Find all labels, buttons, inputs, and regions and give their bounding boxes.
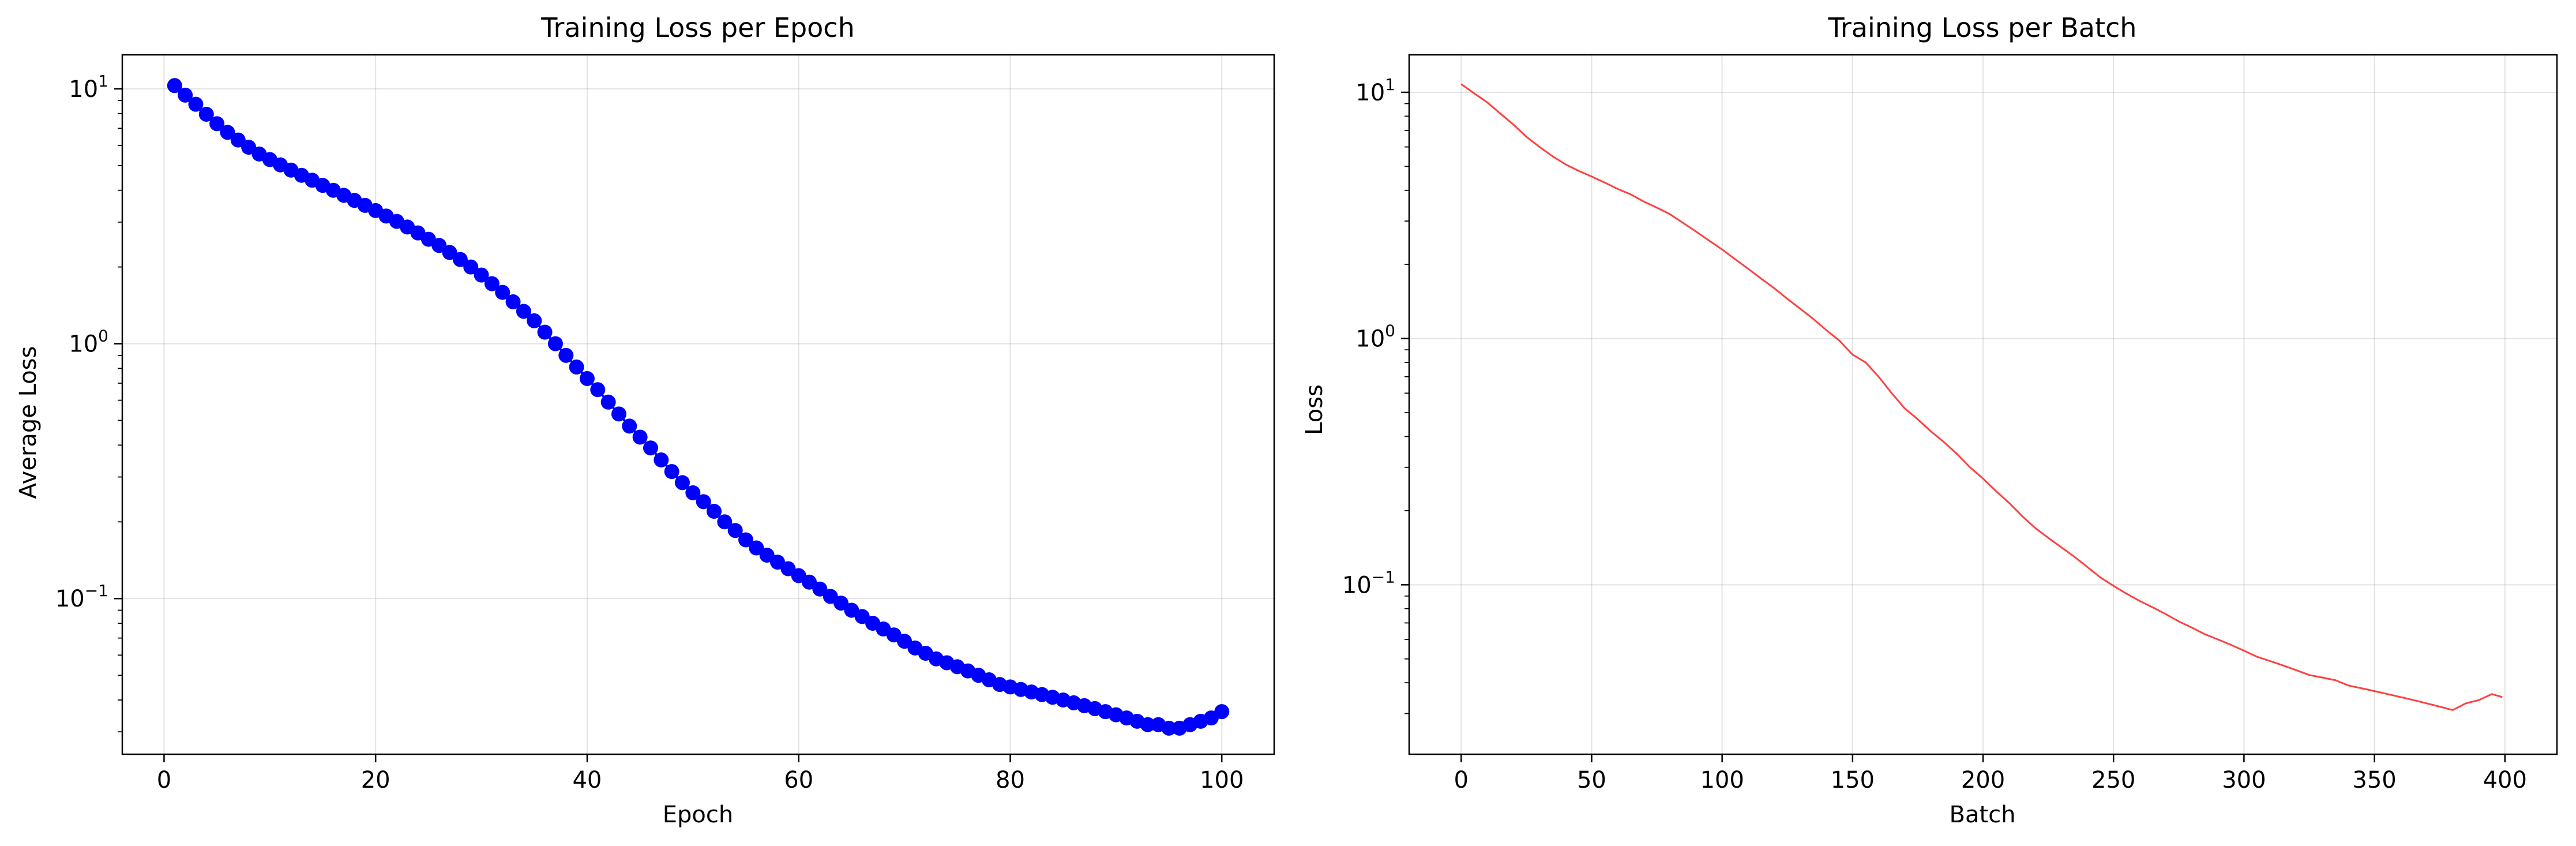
- epoch-y-tick-label: 101: [69, 72, 108, 103]
- epoch-data-point: [749, 540, 764, 556]
- batch-x-tick-label: 250: [2091, 767, 2135, 793]
- epoch-data-point: [600, 394, 616, 410]
- batch-x-tick-label: 400: [2483, 767, 2527, 793]
- epoch-x-tick-label: 40: [572, 767, 602, 793]
- epoch-data-point: [738, 532, 754, 548]
- batch-y-tick-label: 101: [1355, 75, 1395, 106]
- epoch-data-point: [707, 504, 722, 519]
- epoch-data-point: [717, 514, 733, 530]
- epoch-data-point: [579, 370, 595, 386]
- epoch-data-point: [547, 336, 563, 351]
- epoch-data-point: [452, 252, 468, 267]
- epoch-data-point: [590, 382, 606, 398]
- epoch-data-point: [474, 267, 489, 283]
- batch-y-axis-label: Loss: [1301, 384, 1328, 435]
- epoch-data-point: [230, 132, 246, 148]
- epoch-data-point: [558, 347, 574, 363]
- epoch-data-point: [685, 485, 701, 500]
- epoch-data-point: [632, 429, 648, 445]
- batch-ticks: 0 50 100 150 200 250 300 350 400 101 100 10−1: [1342, 75, 2527, 793]
- batch-plot-frame: [1408, 54, 2558, 755]
- epoch-series: [167, 78, 1230, 736]
- epoch-data-point: [759, 548, 775, 563]
- epoch-data-point: [178, 87, 193, 103]
- epoch-data-point: [527, 313, 542, 328]
- epoch-chart-title: Training Loss per Epoch: [540, 12, 855, 43]
- epoch-data-point: [167, 78, 182, 93]
- epoch-x-tick-label: 80: [996, 767, 1025, 793]
- batch-x-tick-label: 0: [1454, 767, 1469, 793]
- epoch-grid: [122, 55, 1274, 754]
- epoch-data-point: [1140, 717, 1155, 732]
- epoch-data-point: [484, 276, 500, 291]
- batch-loss-line: [1460, 83, 2503, 711]
- epoch-data-point: [643, 440, 658, 456]
- batch-x-tick-label: 200: [1961, 767, 2005, 793]
- batch-x-tick-label: 150: [1831, 767, 1875, 793]
- epoch-y-tick-label: 10−1: [55, 581, 108, 612]
- batch-chart-title: Training Loss per Batch: [1828, 12, 2137, 43]
- epoch-data-point: [442, 245, 457, 260]
- epoch-plot-frame: [121, 54, 1275, 755]
- epoch-data-point: [622, 418, 637, 434]
- epoch-data-point: [611, 406, 626, 422]
- epoch-data-point: [1161, 720, 1177, 736]
- epoch-data-point: [463, 259, 479, 275]
- batch-x-tick-label: 300: [2222, 767, 2266, 793]
- epoch-data-point: [1214, 704, 1230, 720]
- epoch-data-point: [833, 596, 849, 611]
- epoch-data-point: [516, 304, 531, 319]
- epoch-x-tick-label: 20: [361, 767, 390, 793]
- batch-x-tick-label: 50: [1577, 767, 1606, 793]
- batch-y-tick-label: 100: [1355, 321, 1395, 353]
- epoch-data-point: [674, 475, 690, 491]
- epoch-loss-line: [174, 84, 1223, 729]
- epoch-data-point: [780, 561, 796, 577]
- epoch-data-point: [802, 574, 817, 590]
- epoch-x-tick-label: 60: [784, 767, 813, 793]
- epoch-data-point: [727, 523, 743, 538]
- batch-x-tick-label: 350: [2352, 767, 2396, 793]
- epoch-y-axis-label: Average Loss: [15, 346, 42, 499]
- epoch-data-point: [495, 285, 510, 300]
- epoch-data-point: [664, 464, 679, 480]
- batch-series: [1460, 83, 2503, 711]
- epoch-data-point: [209, 116, 225, 132]
- epoch-data-point: [696, 494, 711, 510]
- epoch-data-point: [654, 452, 669, 467]
- epoch-data-point: [198, 106, 214, 122]
- batch-loss-panel: Training Loss per Batch Batch Loss 0 50 10…: [1301, 12, 2558, 828]
- epoch-data-point: [431, 238, 447, 253]
- batch-grid: [1409, 55, 2557, 754]
- epoch-data-point: [188, 96, 204, 112]
- epoch-data-point: [537, 324, 553, 340]
- epoch-data-point: [505, 294, 521, 310]
- epoch-x-tick-label: 100: [1200, 767, 1244, 793]
- epoch-ticks: 0 20 40 60 80 100 101 100 10−1: [55, 72, 1244, 793]
- batch-x-axis-label: Batch: [1950, 802, 2016, 828]
- epoch-data-point: [569, 360, 584, 375]
- batch-y-tick-label: 10−1: [1342, 567, 1395, 598]
- epoch-x-tick-label: 0: [157, 767, 171, 793]
- epoch-data-point: [812, 581, 828, 597]
- batch-x-tick-label: 100: [1700, 767, 1744, 793]
- epoch-data-point: [220, 125, 235, 140]
- epoch-y-tick-label: 100: [69, 327, 108, 358]
- epoch-loss-panel: Training Loss per Epoch Epoch Average Lo…: [15, 12, 1275, 828]
- epoch-x-axis-label: Epoch: [663, 802, 733, 828]
